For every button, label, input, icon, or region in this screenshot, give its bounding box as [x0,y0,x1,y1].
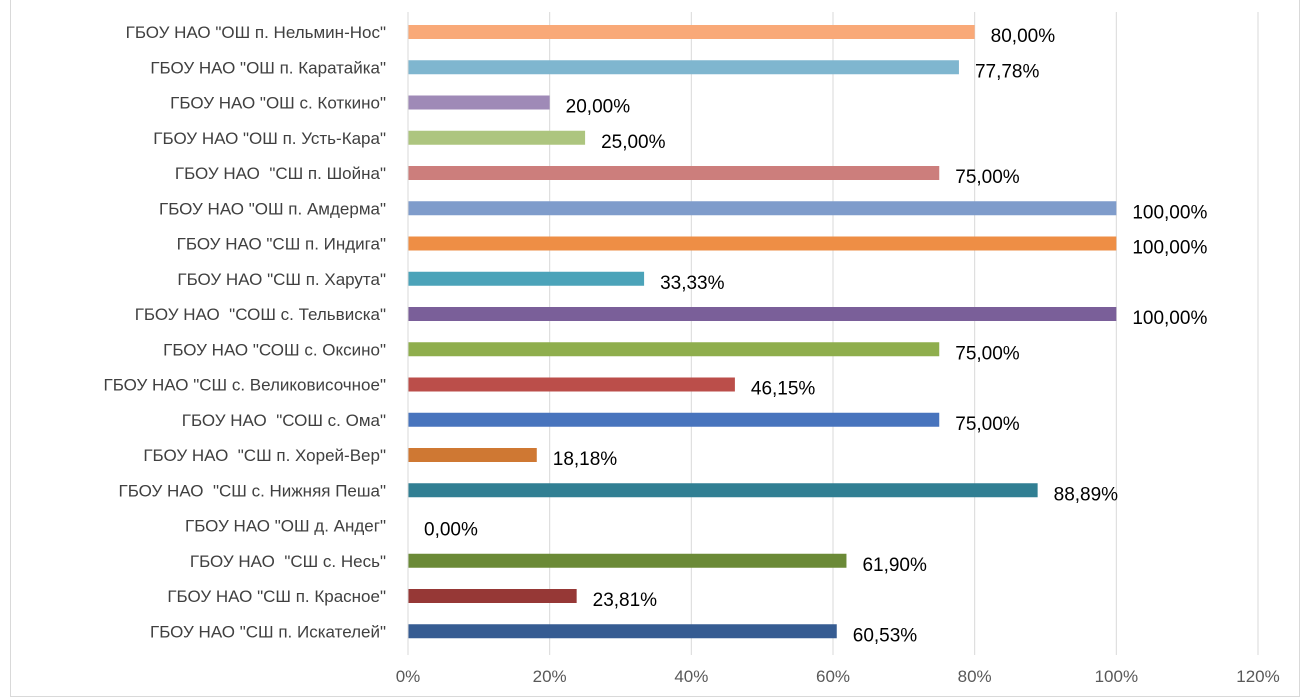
bar [408,553,847,568]
category-label: ГБОУ НАО "СШ п. Харута" [177,270,386,289]
x-tick-label: 60% [816,667,850,686]
bar [408,448,537,462]
category-label: ГБОУ НАО "ОШ п. Амдерма" [159,199,386,218]
category-label: ГБОУ НАО "СШ п. Искателей" [150,622,386,641]
data-label: 75,00% [955,343,1020,364]
category-label: ГБОУ НАО "СШ с. Нижняя Пеша" [119,481,386,500]
category-label: ГБОУ НАО "СОШ с. Ома" [182,411,386,430]
category-label: ГБОУ НАО "ОШ д. Андег" [185,517,386,536]
category-label: ГБОУ НАО "СОШ с. Тельвиска" [135,305,386,324]
category-label: ГБОУ НАО "СОШ с. Оксино" [163,340,386,359]
data-label: 100,00% [1132,308,1207,329]
category-label: ГБОУ НАО "ОШ п. Усть-Кара" [153,129,386,148]
x-tick-label: 100% [1095,667,1138,686]
bar [408,377,735,392]
data-label: 23,81% [593,590,658,611]
bar [408,25,975,39]
data-label: 80,00% [991,26,1056,47]
data-label: 100,00% [1132,202,1207,223]
data-label: 88,89% [1054,484,1119,505]
data-label: 18,18% [553,449,618,470]
category-label: ГБОУ НАО "СШ п. Красное" [167,587,386,606]
bar [408,624,837,639]
data-label: 100,00% [1132,238,1207,259]
data-label: 0,00% [424,520,478,541]
category-label: ГБОУ НАО "СШ с. Великовисочное" [103,376,386,395]
bar [408,342,940,357]
data-label: 75,00% [955,167,1020,188]
bar [408,271,645,286]
category-label: ГБОУ НАО "СШ п. Шойна" [175,164,386,183]
x-tick-label: 40% [674,667,708,686]
category-label: ГБОУ НАО "СШ с. Несь" [190,552,386,571]
x-tick-label: 20% [533,667,567,686]
data-label: 75,00% [955,414,1020,435]
data-label: 60,53% [853,625,918,646]
bar [408,60,959,75]
chart-frame [10,0,1300,697]
data-label: 77,78% [975,61,1040,82]
data-label: 46,15% [751,379,816,400]
bar [408,95,550,110]
x-tick-label: 120% [1236,667,1279,686]
category-label: ГБОУ НАО "ОШ с. Коткино" [170,94,386,113]
bar [408,589,577,603]
x-tick-label: 80% [958,667,992,686]
data-label: 61,90% [862,555,927,576]
bar [408,483,1038,498]
bar [408,412,940,427]
category-label: ГБОУ НАО "СШ п. Хорей-Вер" [143,446,386,465]
data-label: 33,33% [660,273,725,294]
bar [408,130,586,145]
data-label: 25,00% [601,132,666,153]
x-tick-label: 0% [396,667,421,686]
bar [408,201,1117,216]
category-label: ГБОУ НАО "СШ п. Индига" [177,235,386,254]
category-label: ГБОУ НАО "ОШ п. Каратайка" [150,58,386,77]
data-label: 20,00% [566,97,631,118]
bar [408,236,1117,251]
category-label: ГБОУ НАО "ОШ п. Нельмин-Нос" [126,23,386,42]
bar [408,166,940,180]
bar [408,307,1117,321]
